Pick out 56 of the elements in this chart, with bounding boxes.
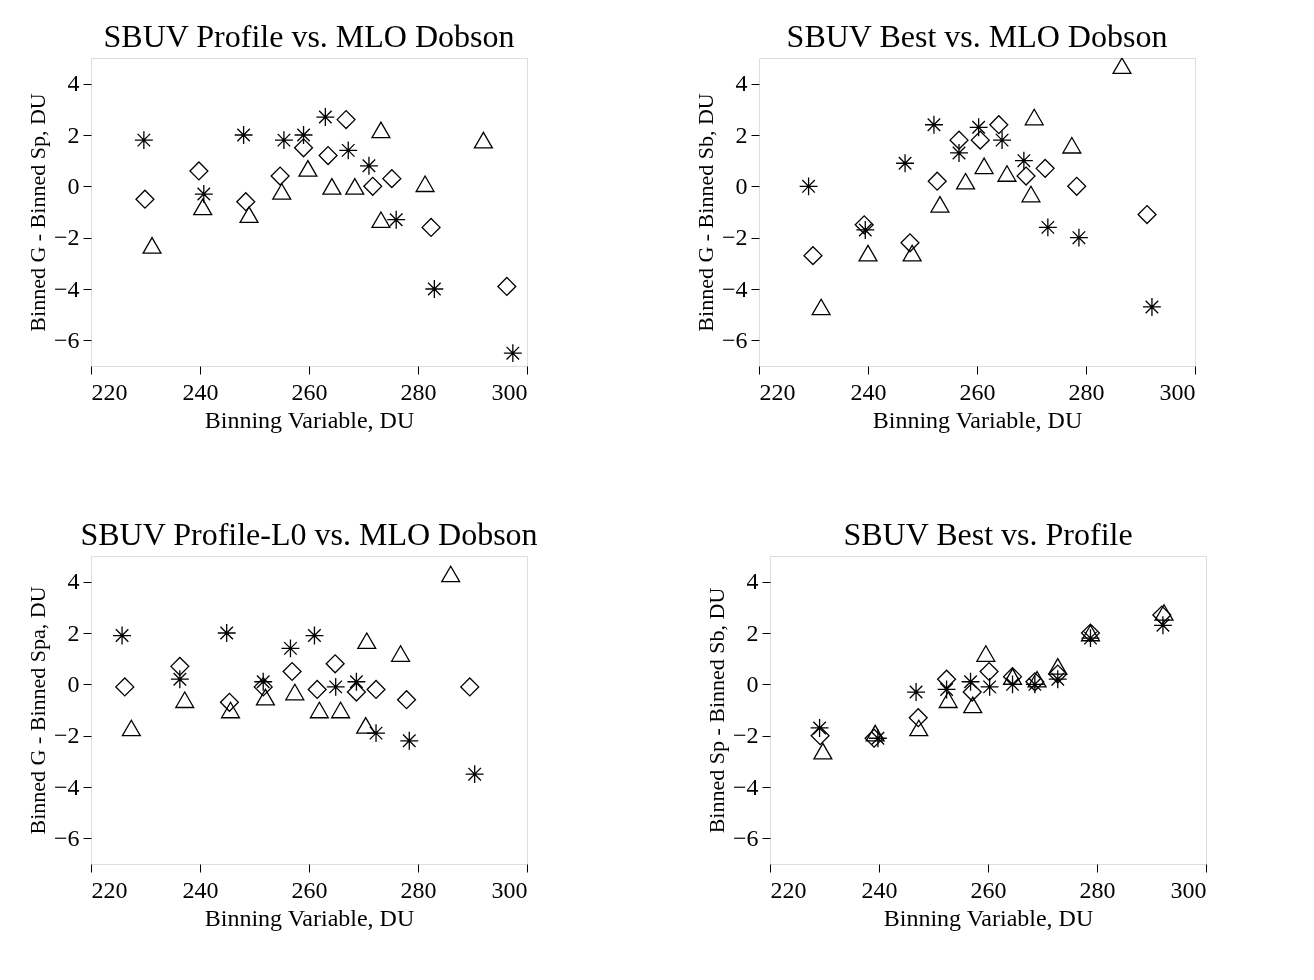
y-tick-label: 2 — [67, 619, 80, 646]
x-tick-label: 220 — [759, 378, 796, 405]
y-tick-label: −4 — [732, 773, 759, 800]
x-tick-label: 280 — [1068, 378, 1105, 405]
x-tick-label: 260 — [291, 378, 328, 405]
x-axis-title: Binning Variable, DU — [872, 406, 1083, 433]
x-tick-label: 300 — [1170, 876, 1207, 903]
y-tick-label: 0 — [746, 670, 759, 697]
y-tick-label: −4 — [53, 275, 80, 302]
x-tick-label: 240 — [182, 378, 219, 405]
y-tick-label: −6 — [721, 326, 748, 353]
y-tick-label: 2 — [746, 619, 759, 646]
y-tick-label: 4 — [735, 70, 748, 97]
y-axis-title: Binned Sp - Binned Sb, DU — [703, 587, 729, 834]
x-axis-title: Binning Variable, DU — [883, 904, 1094, 931]
y-tick-label: 4 — [67, 70, 80, 97]
x-tick-label: 260 — [959, 378, 996, 405]
x-tick-label: 260 — [291, 876, 328, 903]
x-tick-label: 300 — [491, 378, 528, 405]
y-tick-label: −4 — [721, 275, 748, 302]
y-axis-title: Binned G - Binned Spa, DU — [24, 586, 50, 835]
y-axis-title: Binned G - Binned Sb, DU — [692, 93, 718, 332]
x-tick-label: 240 — [861, 876, 898, 903]
y-tick-label: 4 — [746, 568, 759, 595]
chart-title: SBUV Best vs. Profile — [843, 516, 1133, 552]
x-tick-label: 220 — [770, 876, 807, 903]
x-tick-label: 240 — [850, 378, 887, 405]
x-tick-label: 280 — [400, 378, 437, 405]
x-tick-label: 280 — [400, 876, 437, 903]
x-tick-label: 240 — [182, 876, 219, 903]
y-tick-label: −6 — [53, 824, 80, 851]
x-tick-label: 220 — [91, 378, 128, 405]
x-tick-label: 300 — [1159, 378, 1196, 405]
y-tick-label: 0 — [735, 172, 748, 199]
chart-title: SBUV Profile vs. MLO Dobson — [103, 18, 515, 54]
y-tick-label: −6 — [53, 326, 80, 353]
y-tick-label: −2 — [53, 224, 80, 251]
x-tick-label: 300 — [491, 876, 528, 903]
y-tick-label: −2 — [721, 224, 748, 251]
chart-title: SBUV Best vs. MLO Dobson — [786, 18, 1168, 54]
x-tick-label: 220 — [91, 876, 128, 903]
y-tick-label: 2 — [67, 121, 80, 148]
y-axis-title: Binned G - Binned Sp, DU — [24, 93, 50, 332]
x-axis-title: Binning Variable, DU — [204, 904, 415, 931]
y-tick-label: 0 — [67, 172, 80, 199]
y-tick-label: 4 — [67, 568, 80, 595]
chart-title: SBUV Profile-L0 vs. MLO Dobson — [80, 516, 538, 552]
y-tick-label: −4 — [53, 773, 80, 800]
y-tick-label: 2 — [735, 121, 748, 148]
x-tick-label: 280 — [1079, 876, 1116, 903]
x-axis-title: Binning Variable, DU — [204, 406, 415, 433]
y-tick-label: 0 — [67, 670, 80, 697]
y-tick-label: −2 — [53, 722, 80, 749]
x-tick-label: 260 — [970, 876, 1007, 903]
y-tick-label: −2 — [732, 722, 759, 749]
y-tick-label: −6 — [732, 824, 759, 851]
